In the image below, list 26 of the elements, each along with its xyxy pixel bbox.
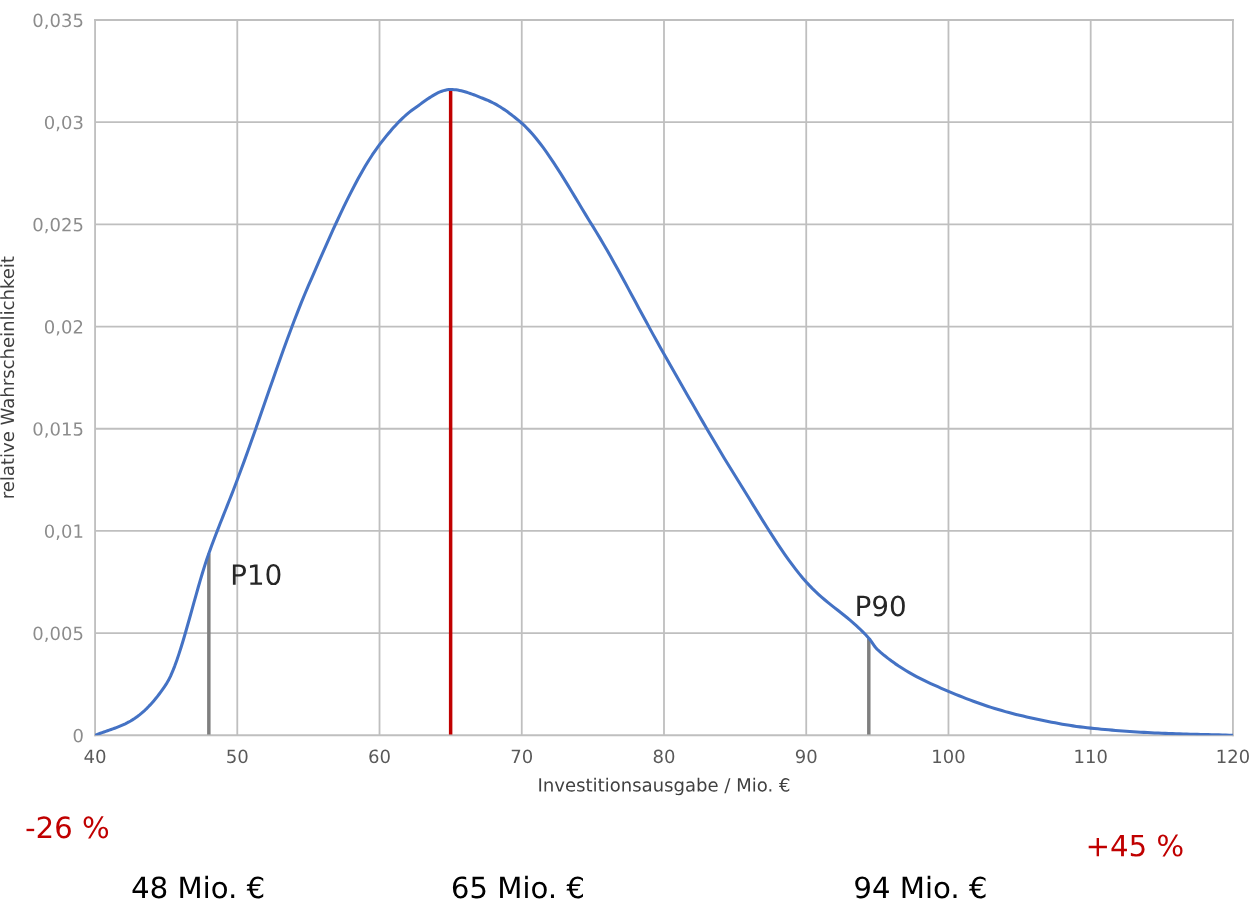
y-axis-title: relative Wahrscheinlichkeit bbox=[0, 256, 15, 498]
x-tick-label: 90 bbox=[795, 749, 817, 764]
text: 48 Mio. € bbox=[132, 875, 264, 899]
y-tick-label: 0,005 bbox=[33, 626, 83, 643]
text: 94 Mio. € bbox=[855, 875, 986, 899]
y-tick-label: 0,01 bbox=[44, 524, 83, 540]
ref-line-label: P90 bbox=[857, 595, 905, 617]
x-tick-label: 60 bbox=[369, 749, 390, 764]
y-tick-label: 0,015 bbox=[33, 422, 83, 438]
x-tick-label: 80 bbox=[653, 749, 675, 764]
x-tick-label: 100 bbox=[933, 749, 965, 764]
y-tick-label: 0,02 bbox=[44, 320, 83, 336]
x-axis-title: Investitionsausgabe / Mio. € bbox=[539, 777, 790, 796]
x-tick-label: 110 bbox=[1075, 749, 1107, 764]
text: -26 % bbox=[26, 816, 109, 839]
y-tick-label: 0,035 bbox=[33, 13, 83, 29]
text: +45 % bbox=[1088, 834, 1183, 857]
x-tick-label: 70 bbox=[511, 749, 533, 764]
y-tick-label: 0,03 bbox=[44, 115, 83, 132]
x-tick-label: 50 bbox=[227, 749, 248, 764]
text: 65 Mio. € bbox=[452, 875, 584, 899]
y-tick-label: 0 bbox=[73, 728, 83, 743]
y-tick-label: 0,025 bbox=[33, 217, 83, 234]
x-tick-label: 120 bbox=[1217, 749, 1249, 764]
ref-line-label: P10 bbox=[232, 564, 281, 586]
x-tick-label: 40 bbox=[84, 749, 106, 764]
